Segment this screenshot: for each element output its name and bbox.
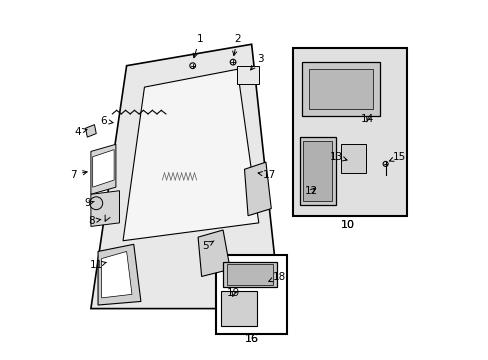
Text: 18: 18: [268, 272, 285, 282]
Text: 16: 16: [244, 334, 258, 344]
Polygon shape: [93, 150, 114, 187]
Polygon shape: [308, 69, 372, 109]
Text: 13: 13: [329, 152, 346, 162]
Text: 7: 7: [70, 170, 87, 180]
Text: 19: 19: [226, 288, 240, 298]
Text: 14: 14: [360, 114, 374, 124]
Polygon shape: [226, 264, 272, 285]
Polygon shape: [91, 44, 280, 309]
Polygon shape: [237, 66, 258, 84]
Polygon shape: [223, 262, 276, 287]
Polygon shape: [91, 144, 116, 194]
FancyBboxPatch shape: [216, 255, 287, 334]
Polygon shape: [301, 62, 380, 116]
Text: 6: 6: [100, 116, 113, 126]
Text: 11: 11: [89, 260, 106, 270]
Text: 3: 3: [250, 54, 263, 70]
Polygon shape: [91, 191, 119, 226]
Polygon shape: [85, 125, 96, 137]
Text: 12: 12: [305, 186, 318, 197]
Polygon shape: [303, 141, 331, 202]
Text: 9: 9: [84, 198, 94, 208]
FancyBboxPatch shape: [292, 48, 406, 216]
Circle shape: [90, 197, 102, 210]
Polygon shape: [98, 244, 141, 305]
Text: 17: 17: [258, 170, 275, 180]
Polygon shape: [102, 251, 132, 298]
Polygon shape: [340, 144, 365, 173]
Text: 2: 2: [232, 34, 240, 55]
Polygon shape: [123, 69, 258, 241]
Text: 4: 4: [74, 127, 87, 137]
Polygon shape: [244, 162, 271, 216]
Text: 10: 10: [341, 220, 354, 230]
Text: 10: 10: [341, 220, 354, 230]
Polygon shape: [198, 230, 230, 276]
Polygon shape: [221, 291, 257, 327]
Text: 5: 5: [202, 241, 213, 251]
Text: 8: 8: [88, 216, 101, 226]
Text: 1: 1: [193, 34, 203, 58]
Text: 16: 16: [244, 334, 258, 344]
Text: 15: 15: [388, 152, 406, 162]
Polygon shape: [299, 137, 335, 205]
